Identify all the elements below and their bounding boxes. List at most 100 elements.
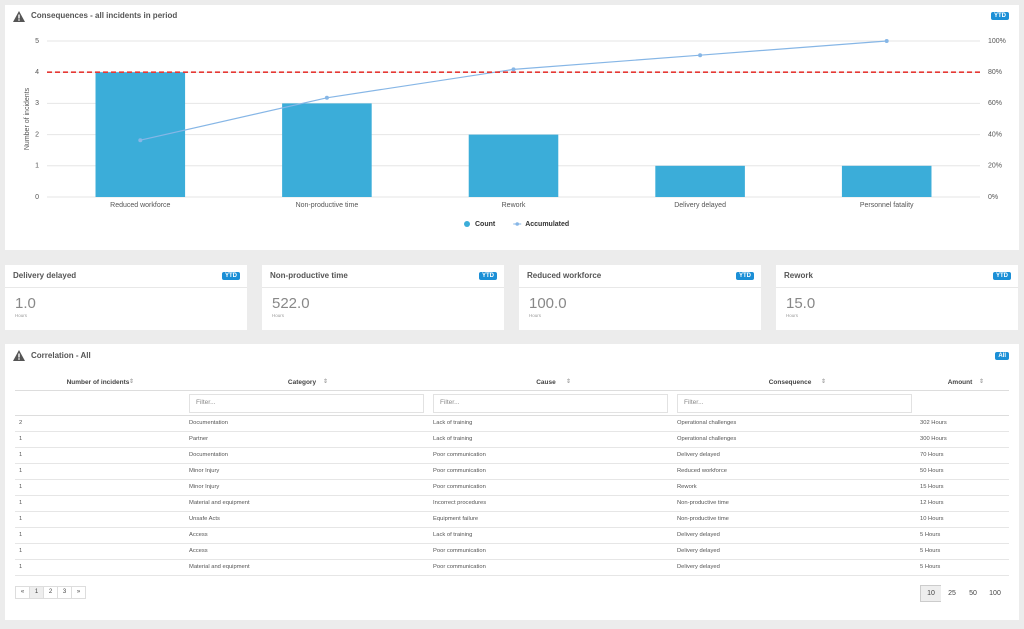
filter-input[interactable]: Filter... xyxy=(433,394,668,413)
y-tick-label: 3 xyxy=(35,100,39,107)
filter-placeholder: Filter... xyxy=(196,399,216,406)
badge: YTD xyxy=(993,272,1011,280)
row-divider xyxy=(15,447,1009,448)
table-cell: Reduced workforce xyxy=(677,468,727,474)
filter-input[interactable]: Filter... xyxy=(677,394,912,413)
y-tick-label: 5 xyxy=(35,38,39,45)
page-button[interactable]: 1 xyxy=(29,586,44,599)
table-cell: 5 Hours xyxy=(920,532,941,538)
page-size-button[interactable]: 25 xyxy=(941,585,963,602)
page-button[interactable]: 3 xyxy=(57,586,72,599)
kpi-title: Non-productive time xyxy=(270,271,348,280)
table-cell: Poor communication xyxy=(433,564,486,570)
table-cell: Delivery delayed xyxy=(677,564,720,570)
table-cell: 1 xyxy=(19,516,23,522)
x-tick-label: Delivery delayed xyxy=(674,202,726,209)
table-cell: Minor Injury xyxy=(189,484,220,490)
line-point xyxy=(698,53,703,58)
table-cell: Poor communication xyxy=(433,484,486,490)
table-cell: Access xyxy=(189,532,208,538)
y2-tick-label: 0% xyxy=(988,194,998,201)
column-header[interactable]: Number of incidents xyxy=(66,379,130,386)
table-cell: 302 Hours xyxy=(920,420,947,426)
row-divider xyxy=(15,495,1009,496)
sort-icon: ⇕ xyxy=(129,379,135,385)
table-cell: Equipment failure xyxy=(433,516,479,522)
page-button[interactable]: « xyxy=(15,586,30,599)
column-header[interactable]: Amount xyxy=(947,379,973,386)
table-cell: Delivery delayed xyxy=(677,452,720,458)
line-point xyxy=(324,95,329,100)
table-cell: 1 xyxy=(19,452,23,458)
kpi-unit: Hours xyxy=(15,313,28,318)
divider xyxy=(15,390,1009,391)
table-cell: 1 xyxy=(19,500,23,506)
table-cell: Partner xyxy=(189,436,209,442)
table-cell: Rework xyxy=(677,484,697,490)
table-cell: Poor communication xyxy=(433,468,486,474)
table-cell: Lack of training xyxy=(433,532,473,538)
table-panel: Correlation - All All Number of incident… xyxy=(5,344,1019,620)
table-cell: Material and equipment xyxy=(189,500,250,506)
table-cell: Non-productive time xyxy=(677,500,729,506)
legend-label[interactable]: Accumulated xyxy=(525,221,569,228)
x-tick-label: Personnel fatality xyxy=(860,202,914,209)
table-cell: Incorrect procedures xyxy=(433,500,487,506)
table-cell: Unsafe Acts xyxy=(189,516,220,522)
table-cell: Operational challenges xyxy=(677,420,737,426)
row-divider xyxy=(15,559,1009,560)
table-cell: Material and equipment xyxy=(189,564,250,570)
row-divider xyxy=(15,511,1009,512)
y-tick-label: 2 xyxy=(35,131,39,138)
table-cell: 300 Hours xyxy=(920,436,947,442)
kpi-value: 1.0 xyxy=(15,295,36,312)
page-size-button[interactable]: 100 xyxy=(983,585,1007,602)
y2-tick-label: 20% xyxy=(988,163,1002,170)
table-cell: Access xyxy=(189,548,208,554)
legend-label[interactable]: Count xyxy=(475,221,496,228)
x-tick-label: Reduced workforce xyxy=(110,202,170,209)
table-cell: Operational challenges xyxy=(677,436,737,442)
row-divider xyxy=(15,431,1009,432)
table-cell: 70 Hours xyxy=(920,452,944,458)
legend-marker xyxy=(464,221,470,227)
badge: YTD xyxy=(479,272,497,280)
kpi-title: Rework xyxy=(784,271,813,280)
page-size-button[interactable]: 10 xyxy=(920,585,942,602)
filter-input[interactable]: Filter... xyxy=(189,394,424,413)
kpi-card: Delivery delayed YTD 1.0 Hours xyxy=(5,265,247,330)
page-button[interactable]: 2 xyxy=(43,586,58,599)
y-tick-label: 1 xyxy=(35,163,39,170)
sort-icon: ⇕ xyxy=(821,379,827,385)
table-cell: Delivery delayed xyxy=(677,548,720,554)
table-cell: 1 xyxy=(19,468,23,474)
sort-icon: ⇕ xyxy=(323,379,329,385)
row-divider xyxy=(15,575,1009,576)
bar xyxy=(655,165,745,197)
kpi-card: Reduced workforce YTD 100.0 Hours xyxy=(519,265,761,330)
table-cell: 1 xyxy=(19,532,23,538)
table-cell: 5 Hours xyxy=(920,564,941,570)
column-header[interactable]: Consequence xyxy=(768,379,812,386)
page-size-button[interactable]: 50 xyxy=(962,585,984,602)
column-header[interactable]: Category xyxy=(287,379,317,386)
kpi-card: Non-productive time YTD 522.0 Hours xyxy=(262,265,504,330)
table-cell: 5 Hours xyxy=(920,548,941,554)
chart: 0 1 2 3 4 5 0% 20% 40% 60% 80% 100% Number of incide… xyxy=(24,38,1006,228)
x-tick-label: Non-productive time xyxy=(296,202,359,209)
column-header[interactable]: Cause xyxy=(536,379,556,386)
badge: YTD xyxy=(222,272,240,280)
y2-tick-label: 100% xyxy=(988,38,1006,45)
badge: All xyxy=(995,352,1009,360)
page-button[interactable]: » xyxy=(71,586,86,599)
divider xyxy=(262,287,504,288)
table-cell: 10 Hours xyxy=(920,516,944,522)
kpi-card: Rework YTD 15.0 Hours xyxy=(776,265,1018,330)
table-cell: Delivery delayed xyxy=(677,532,720,538)
y-tick-label: 0 xyxy=(35,194,39,201)
filter-placeholder: Filter... xyxy=(440,399,460,406)
table-cell: 15 Hours xyxy=(920,484,944,490)
kpi-value: 100.0 xyxy=(529,295,567,312)
badge: YTD xyxy=(991,12,1009,20)
